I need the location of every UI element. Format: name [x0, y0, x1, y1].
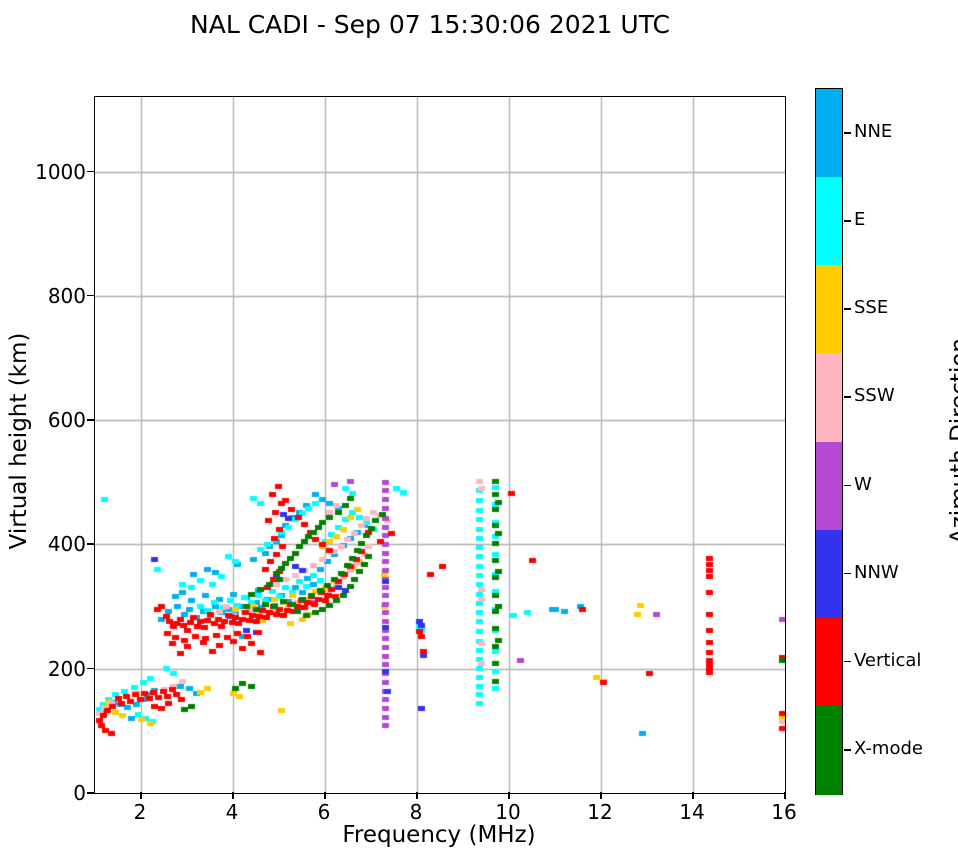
x-tick-label: 12 — [587, 800, 613, 824]
x-tick-mark — [232, 792, 234, 799]
x-tick-label: 16 — [771, 800, 797, 824]
x-tick-label: 10 — [495, 800, 521, 824]
y-tick-label: 200 — [47, 656, 86, 681]
x-tick-label: 2 — [133, 800, 147, 824]
y-tick-label: 1000 — [35, 159, 86, 184]
colorbar-tick — [844, 308, 851, 310]
colorbar-tick — [844, 748, 851, 751]
scatter-canvas — [95, 97, 785, 793]
colorbar-tick — [844, 660, 851, 663]
colorbar-label-sse: SSE — [854, 297, 889, 319]
colorbar-label-x-mode: X-mode — [854, 737, 923, 759]
colorbar-band-nnw[interactable] — [816, 529, 842, 619]
x-tick-mark — [140, 792, 142, 799]
colorbar-tick — [844, 220, 851, 222]
colorbar-label-nne: NNE — [854, 121, 893, 143]
y-axis-label: Virtual height (km) — [6, 332, 32, 550]
colorbar-label-w: W — [854, 473, 872, 495]
x-tick-mark — [600, 792, 602, 799]
x-tick-mark — [508, 792, 510, 799]
azimuth-colorbar[interactable] — [815, 88, 843, 795]
colorbar-band-sse[interactable] — [816, 265, 842, 355]
page-title: NAL CADI - Sep 07 15:30:06 2021 UTC — [190, 10, 670, 39]
colorbar-label-e: E — [854, 209, 866, 231]
colorbar-tick — [844, 484, 851, 487]
y-tick-mark — [87, 667, 94, 670]
colorbar-tick — [844, 572, 851, 575]
x-axis-ticks: 2 4 6 8 10 12 14 16 — [94, 800, 797, 830]
x-tick-label: 8 — [409, 800, 423, 824]
x-tick-mark — [324, 792, 326, 799]
x-tick-mark — [784, 792, 786, 799]
colorbar-band-e[interactable] — [816, 177, 842, 267]
colorbar-band-w[interactable] — [816, 441, 842, 531]
x-tick-label: 4 — [225, 800, 239, 824]
colorbar-label-ssw: SSW — [854, 385, 895, 407]
y-tick-mark — [87, 294, 94, 297]
y-tick-label: 0 — [73, 781, 86, 805]
colorbar-tick — [844, 396, 851, 399]
y-tick-label: 800 — [47, 283, 86, 308]
colorbar-band-ssw[interactable] — [816, 353, 842, 443]
colorbar-label-nnw: NNW — [854, 561, 899, 583]
x-tick-mark — [692, 792, 694, 799]
y-axis-ticks: 0 200 400 600 800 1000 — [0, 96, 86, 805]
colorbar-band-x-mode[interactable] — [816, 705, 842, 795]
y-tick-label: 400 — [47, 532, 86, 557]
x-tick-mark — [416, 792, 418, 799]
colorbar-tick — [844, 132, 851, 134]
plot-area[interactable] — [94, 96, 786, 794]
y-tick-mark — [87, 419, 94, 421]
colorbar-band-vertical[interactable] — [816, 617, 842, 707]
x-axis-label: Frequency (MHz) — [342, 822, 536, 848]
y-tick-mark — [87, 792, 94, 794]
colorbar-band-nne[interactable] — [816, 89, 842, 178]
x-tick-label: 14 — [679, 800, 705, 824]
x-tick-label: 6 — [317, 800, 331, 824]
colorbar-title: Azimuth Direction — [946, 338, 958, 544]
y-tick-mark — [87, 543, 94, 546]
colorbar-label-vertical: Vertical — [854, 649, 922, 671]
y-tick-label: 600 — [47, 408, 86, 433]
y-tick-mark — [87, 170, 94, 173]
